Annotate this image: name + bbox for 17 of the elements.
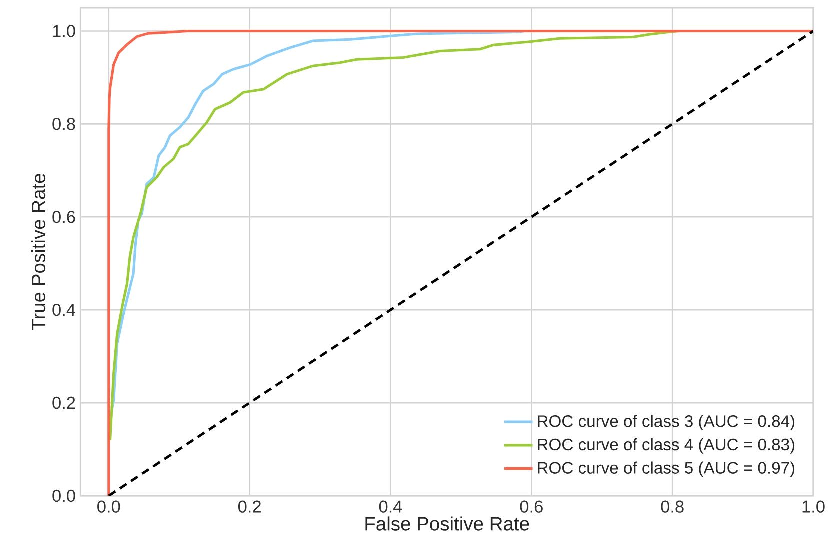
y-tick-label: 0.6 — [52, 211, 76, 224]
x-tick-label: 0.4 — [379, 500, 402, 513]
legend-label: ROC curve of class 3 (AUC = 0.84) — [538, 415, 795, 431]
x-tick-label: 0.2 — [238, 500, 261, 513]
legend-label: ROC curve of class 5 (AUC = 0.97) — [538, 462, 795, 478]
y-tick-label: 0.2 — [52, 396, 76, 410]
y-tick-label: 0.4 — [52, 304, 76, 316]
y-tick-label: 1.0 — [53, 25, 76, 38]
y-tick-label: 0.0 — [52, 490, 76, 502]
x-tick-label: 0.0 — [98, 500, 120, 513]
x-tick-label: 1.0 — [802, 500, 825, 513]
y-tick-label: 0.8 — [52, 118, 76, 130]
x-axis-title: False Positive Rate — [366, 516, 530, 531]
x-tick-label: 0.6 — [520, 500, 543, 513]
x-tick-label: 0.8 — [661, 500, 684, 513]
legend-label: ROC curve of class 4 (AUC = 0.83) — [538, 438, 795, 454]
y-axis-title: True Positive Rate — [31, 174, 46, 330]
